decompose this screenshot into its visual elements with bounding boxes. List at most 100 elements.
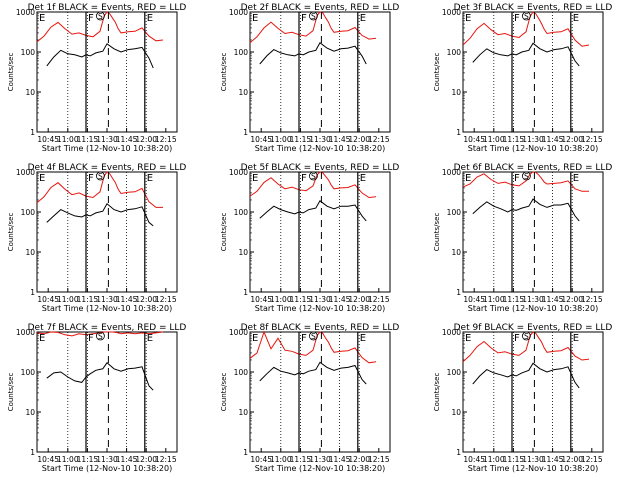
x-tick-label: 11:00 xyxy=(57,455,79,464)
event-marker-label: E xyxy=(252,333,258,344)
y-tick-label: 10 xyxy=(25,248,35,257)
panel-title: Det 8f BLACK = Events, RED = LLD xyxy=(241,323,400,333)
panel-title: Det 5f BLACK = Events, RED = LLD xyxy=(241,163,400,173)
x-tick-label: 11:45 xyxy=(116,295,138,304)
detector-panel: Det 5f BLACK = Events, RED = LLD 1 10 100 10… xyxy=(220,163,399,313)
saa-marker-label: S xyxy=(311,332,316,341)
y-tick-label: 10 xyxy=(25,88,35,97)
y-tick-label: 1 xyxy=(456,448,461,457)
x-tick-label: 10:45 xyxy=(463,135,485,144)
events-series-line xyxy=(259,361,367,385)
saa-marker-circle xyxy=(522,331,531,341)
y-tick-label: 1 xyxy=(456,128,461,137)
x-tick-label: 11:30 xyxy=(309,295,331,304)
event-marker-label: F xyxy=(88,173,94,184)
x-tick-label: 11:15 xyxy=(290,295,312,304)
saa-marker-circle xyxy=(308,11,318,21)
y-tick-label: 100 xyxy=(21,368,36,377)
x-tick-label: 11:45 xyxy=(329,455,351,464)
x-axis-label: Start Time (12-Nov-10 10:38:20) xyxy=(42,144,172,153)
x-axis-label: Start Time (12-Nov-10 10:38:20) xyxy=(255,304,385,313)
panel-title: Det 7f BLACK = Events, RED = LLD xyxy=(28,323,187,333)
y-axis-label: Counts/sec xyxy=(433,373,441,412)
y-axis-label: Counts/sec xyxy=(220,53,228,92)
y-tick-label: 1 xyxy=(456,288,461,297)
y-axis-label: Counts/sec xyxy=(220,373,228,412)
panel-title: Det 6f BLACK = Events, RED = LLD xyxy=(454,163,613,173)
x-tick-label: 12:15 xyxy=(155,135,177,144)
x-tick-label: 11:45 xyxy=(542,455,564,464)
y-tick-label: 1000 xyxy=(16,328,35,337)
x-tick-label: 11:45 xyxy=(329,135,351,144)
saa-marker-circle xyxy=(522,171,531,181)
detector-panel: Det 4f BLACK = Events, RED = LLD 1 10 100 10… xyxy=(7,163,186,313)
lld-series-line xyxy=(36,171,163,208)
detector-panel: Det 1f BLACK = Events, RED = LLD 1 10 100 10… xyxy=(7,3,186,153)
saa-marker-circle xyxy=(96,11,105,21)
x-tick-label: 12:15 xyxy=(368,135,390,144)
x-axis-label: Start Time (12-Nov-10 10:38:20) xyxy=(42,304,172,313)
event-marker-label: F xyxy=(514,333,520,344)
lld-series-line xyxy=(462,11,590,47)
events-series-line xyxy=(472,362,580,389)
event-marker-label: E xyxy=(465,333,471,344)
x-tick-label: 12:00 xyxy=(561,455,583,464)
y-tick-label: 1000 xyxy=(442,8,461,17)
panel-title: Det 1f BLACK = Events, RED = LLD xyxy=(28,3,187,13)
plot-frame xyxy=(36,331,178,453)
y-tick-label: 1000 xyxy=(442,168,461,177)
event-marker-label: E xyxy=(465,13,471,24)
x-tick-label: 10:45 xyxy=(463,295,485,304)
plot-frame xyxy=(462,171,604,293)
event-marker-label: E xyxy=(252,173,258,184)
x-tick-label: 11:15 xyxy=(290,135,312,144)
x-axis-label: Start Time (12-Nov-10 10:38:20) xyxy=(468,304,598,313)
plot-frame xyxy=(462,331,604,453)
event-marker-label: F xyxy=(301,13,307,24)
x-tick-label: 12:15 xyxy=(581,135,603,144)
event-marker-label: E xyxy=(147,333,153,344)
event-marker-label: E xyxy=(147,173,153,184)
x-tick-label: 12:00 xyxy=(135,455,157,464)
event-marker-label: E xyxy=(573,13,579,24)
saa-marker-label: S xyxy=(311,12,316,21)
x-tick-label: 12:15 xyxy=(581,455,603,464)
x-tick-label: 11:30 xyxy=(96,295,118,304)
x-tick-label: 11:15 xyxy=(77,135,99,144)
event-marker-label: F xyxy=(88,13,94,24)
x-tick-label: 12:15 xyxy=(155,455,177,464)
x-tick-label: 11:30 xyxy=(522,455,544,464)
y-tick-label: 100 xyxy=(447,208,462,217)
x-tick-label: 11:30 xyxy=(522,135,544,144)
y-axis-label: Counts/sec xyxy=(7,373,15,412)
x-tick-label: 12:00 xyxy=(348,295,370,304)
event-marker-label: E xyxy=(465,173,471,184)
x-tick-label: 12:00 xyxy=(561,135,583,144)
x-tick-label: 11:15 xyxy=(77,295,99,304)
y-tick-label: 100 xyxy=(21,48,36,57)
event-marker-label: E xyxy=(360,333,366,344)
x-tick-label: 10:45 xyxy=(37,455,59,464)
x-tick-label: 11:30 xyxy=(96,455,118,464)
x-tick-label: 11:15 xyxy=(503,295,525,304)
detector-panel: Det 2f BLACK = Events, RED = LLD 1 10 100 10… xyxy=(220,3,399,153)
saa-marker-label: S xyxy=(311,172,316,181)
y-tick-label: 100 xyxy=(234,48,249,57)
y-axis-label: Counts/sec xyxy=(433,213,441,252)
detector-panel: Det 9f BLACK = Events, RED = LLD 1 10 100 10… xyxy=(433,323,612,473)
y-tick-label: 10 xyxy=(451,248,461,257)
lld-series-line xyxy=(249,11,377,44)
y-tick-label: 1000 xyxy=(229,168,248,177)
events-series-line xyxy=(46,203,154,227)
event-marker-label: E xyxy=(252,13,258,24)
y-tick-label: 10 xyxy=(25,408,35,417)
plot-frame xyxy=(249,331,391,453)
x-tick-label: 10:45 xyxy=(250,135,272,144)
y-tick-label: 1 xyxy=(30,128,35,137)
x-tick-label: 11:30 xyxy=(96,135,118,144)
event-marker-label: F xyxy=(514,173,520,184)
event-marker-label: E xyxy=(39,13,45,24)
x-tick-label: 11:30 xyxy=(309,455,331,464)
x-axis-label: Start Time (12-Nov-10 10:38:20) xyxy=(468,144,598,153)
x-axis-label: Start Time (12-Nov-10 10:38:20) xyxy=(255,464,385,473)
